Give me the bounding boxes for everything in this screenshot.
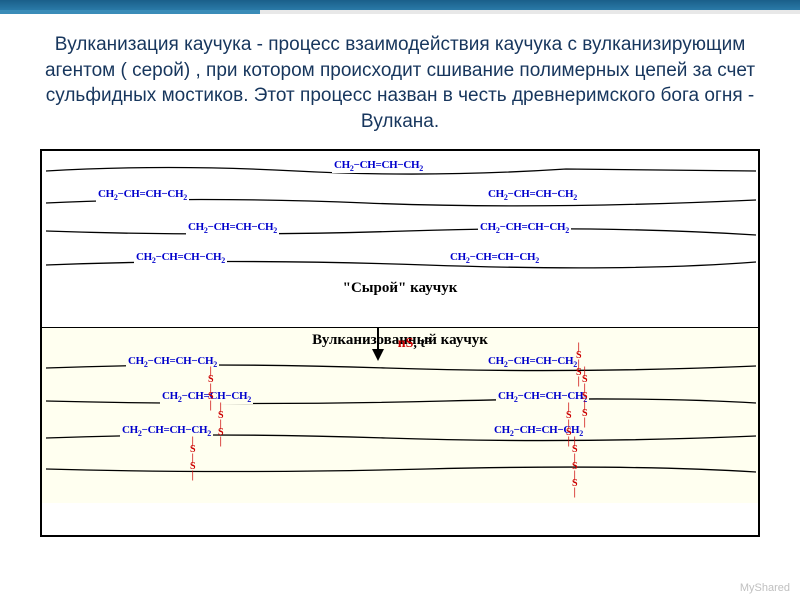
polymer-chain: CH2−CH=CH−CH2 CH2−CH=CH−CH2 [46, 223, 756, 243]
monomer-formula: CH2−CH=CH−CH2 [120, 424, 213, 438]
reaction-conditions: nS, t° [398, 336, 431, 352]
monomer-formula: CH2−CH=CH−CH2 [496, 390, 589, 404]
monomer-formula: CH2−CH=CH−CH2 [160, 390, 253, 404]
page-title: Вулканизация каучука - процесс взаимодей… [0, 14, 800, 149]
monomer-formula: CH2−CH=CH−CH2 [478, 221, 571, 235]
reagent: nS [398, 336, 414, 351]
watermark: MyShared [740, 582, 790, 594]
raw-rubber-label: "Сырой" каучук [42, 280, 758, 297]
accent-bar [0, 10, 800, 14]
sulfur-bridge: |S|S| [566, 404, 572, 447]
header-border [0, 0, 800, 10]
monomer-formula: CH2−CH=CH−CH2 [486, 188, 579, 202]
sulfur-bridge: |S|S| [218, 404, 224, 447]
sulfur-bridge: |S|S| [190, 438, 196, 481]
polymer-chain: CH2−CH=CH−CH2 CH2−CH=CH−CH2 [46, 392, 756, 412]
polymer-chain: CH2−CH=CH−CH2CH2−CH=CH−CH2 [46, 427, 756, 447]
monomer-formula: CH2−CH=CH−CH2 [448, 251, 541, 265]
monomer-formula: CH2−CH=CH−CH2 [332, 159, 425, 173]
arrow-icon [369, 327, 387, 361]
sulfur-bridge: |S|S|S| [582, 368, 588, 428]
polymer-chain [46, 461, 756, 481]
temperature: , t° [413, 336, 430, 351]
sulfur-bridge: |S|S| [208, 368, 214, 411]
polymer-chain: CH2−CH=CH−CH2 CH2−CH=CH−CH2 [46, 191, 756, 211]
sulfur-bridge: |S|S|S| [572, 438, 578, 498]
raw-rubber-panel: "Сырой" каучук CH2−CH=CH−CH2CH2−CH=CH−CH… [42, 151, 758, 327]
diagram-frame: "Сырой" каучук CH2−CH=CH−CH2 CH2−CH=CH−CH… [40, 149, 760, 537]
monomer-formula: CH2−CH=CH−CH2 [186, 221, 279, 235]
polymer-chain: CH2−CH=CH−CH2 [46, 161, 756, 181]
monomer-formula: CH2−CH=CH−CH2 [96, 188, 189, 202]
polymer-chain: CH2−CH=CH−CH2 CH2−CH=CH−CH2 [46, 254, 756, 274]
reaction-arrow: nS, t° [42, 327, 758, 363]
monomer-formula: CH2−CH=CH−CH2 [134, 251, 227, 265]
